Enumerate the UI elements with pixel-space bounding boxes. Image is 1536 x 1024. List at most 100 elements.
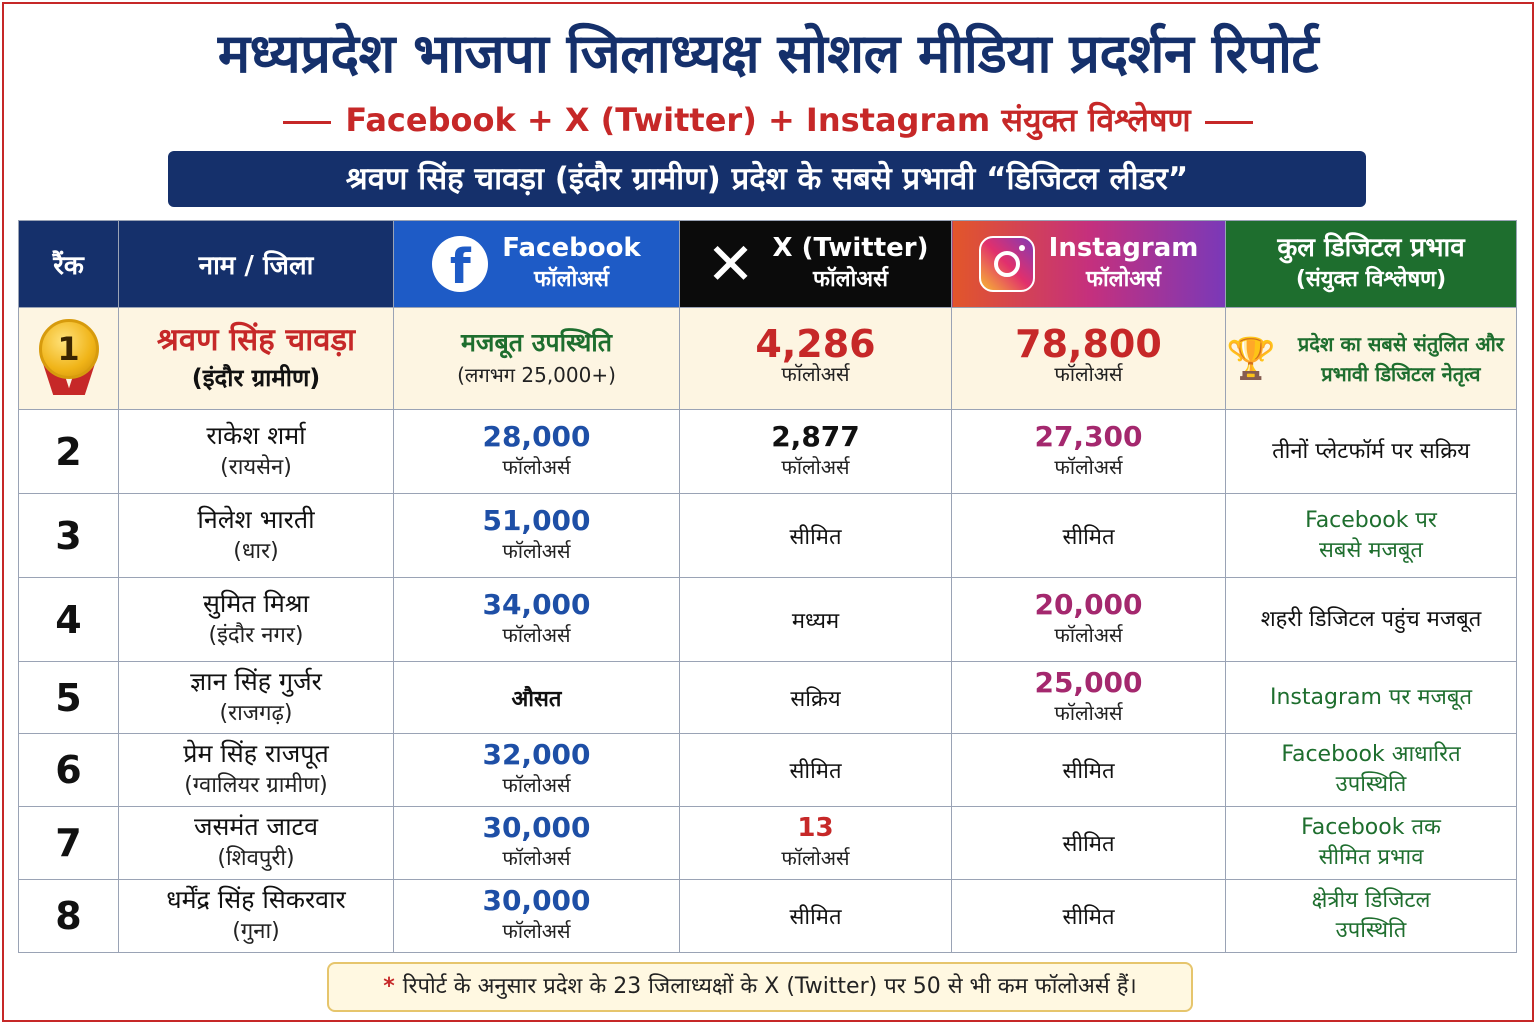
- instagram-value: 25,000: [1034, 665, 1143, 699]
- facebook-icon: f: [432, 236, 489, 295]
- facebook-cell: 30,000 फॉलोअर्स: [393, 879, 680, 953]
- facebook-unit: फॉलोअर्स: [502, 773, 571, 797]
- page-title: मध्यप्रदेश भाजपा जिलाध्यक्ष सोशल मीडिया …: [217, 22, 1319, 85]
- rank-cell: 4: [18, 577, 119, 662]
- impact-cell: Facebook आधारित उपस्थिति: [1225, 733, 1517, 807]
- leader-name: जसमंत जाटव: [193, 812, 319, 841]
- facebook-value: 30,000: [482, 884, 591, 917]
- leader-name: सुमित मिश्रा: [202, 588, 310, 618]
- facebook-value: 51,000: [482, 503, 591, 537]
- district-name: (इंदौर ग्रामीण): [191, 363, 321, 392]
- name-cell: धर्मेंद्र सिंह सिकरवार (गुना): [118, 879, 394, 953]
- rank-cell: 5: [18, 661, 119, 734]
- subtitle-text: Facebook + X (Twitter) + Instagram संयुक…: [345, 101, 1191, 139]
- instagram-cell: सीमित: [951, 733, 1226, 807]
- instagram-value: सीमित: [1062, 905, 1115, 930]
- x-cell: सीमित: [679, 493, 952, 578]
- impact-text: क्षेत्रीय डिजिटल उपस्थिति: [1311, 888, 1431, 943]
- impact-text: Facebook पर सबसे मजबूत: [1305, 507, 1437, 563]
- impact-cell: 🏆 प्रदेश का सबसे संतुलित और प्रभावी डिजिट…: [1225, 307, 1517, 410]
- impact-text: Instagram पर मजबूत: [1270, 684, 1472, 710]
- x-value: 13: [797, 813, 834, 843]
- instagram-value: 20,000: [1034, 587, 1143, 621]
- x-cell: सक्रिय: [679, 661, 952, 734]
- facebook-cell: 28,000 फॉलोअर्स: [393, 409, 680, 494]
- facebook-value: 28,000: [482, 419, 591, 453]
- leader-banner: श्रवण सिंह चावड़ा (इंदौर ग्रामीण) प्रदेश…: [168, 151, 1366, 207]
- leader-name: श्रवण सिंह चावड़ा: [156, 321, 356, 358]
- impact-cell: Instagram पर मजबूत: [1225, 661, 1517, 734]
- name-cell: श्रवण सिंह चावड़ा (इंदौर ग्रामीण): [118, 307, 394, 410]
- x-unit: फॉलोअर्स: [781, 454, 850, 479]
- facebook-cell: 30,000 फॉलोअर्स: [393, 806, 680, 880]
- col-facebook-header: f Facebook फॉलोअर्स: [393, 220, 680, 308]
- instagram-icon: [978, 236, 1035, 292]
- impact-cell: तीनों प्लेटफॉर्म पर सक्रिय: [1225, 409, 1517, 494]
- x-value: सक्रिय: [790, 686, 841, 712]
- instagram-unit: फॉलोअर्स: [1054, 622, 1123, 647]
- facebook-value: 30,000: [482, 811, 591, 844]
- instagram-value: सीमित: [1062, 524, 1115, 550]
- district-name: (राजगढ़): [219, 700, 293, 726]
- x-unit: फॉलोअर्स: [781, 846, 850, 870]
- district-name: (रायसेन): [220, 454, 292, 480]
- facebook-value: 34,000: [482, 587, 591, 621]
- col-rank-header: रैंक: [18, 220, 119, 308]
- table-row: 2 राकेश शर्मा (रायसेन) 28,000 फॉलोअर्स 2,8…: [18, 409, 1517, 494]
- col-x-header: ✕ X (Twitter) फॉलोअर्स: [679, 220, 952, 308]
- name-cell: ज्ञान सिंह गुर्जर (राजगढ़): [118, 661, 394, 734]
- facebook-unit: फॉलोअर्स: [502, 846, 571, 870]
- district-name: (इंदौर नगर): [208, 622, 304, 648]
- facebook-value: 32,000: [482, 738, 591, 771]
- rank-cell: 8: [18, 879, 119, 953]
- instagram-header-title: Instagram: [1048, 233, 1199, 263]
- table-header-row: रैंक नाम / जिला f Facebook फॉलोअर्स ✕ X (…: [18, 220, 1517, 308]
- table-row: 4 सुमित मिश्रा (इंदौर नगर) 34,000 फॉलोअर्स…: [18, 577, 1517, 662]
- table-row: 5 ज्ञान सिंह गुर्जर (राजगढ़) औसत सक्रिय 2…: [18, 661, 1517, 734]
- impact-text: Facebook आधारित उपस्थिति: [1281, 742, 1461, 797]
- gold-medal-icon: 1: [34, 318, 104, 399]
- asterisk-icon: *: [383, 974, 395, 999]
- district-name: (शिवपुरी): [217, 846, 295, 871]
- total-header-title: कुल डिजिटल प्रभाव: [1277, 233, 1465, 263]
- impact-cell: शहरी डिजिटल पहुंच मजबूत: [1225, 577, 1517, 662]
- facebook-cell: 34,000 फॉलोअर्स: [393, 577, 680, 662]
- instagram-cell: सीमित: [951, 879, 1226, 953]
- subtitle-dash-left: [283, 120, 332, 124]
- trophy-icon: 🏆: [1226, 336, 1276, 382]
- x-cell: सीमित: [679, 733, 952, 807]
- rank-cell: 7: [18, 806, 119, 880]
- x-value: सीमित: [789, 524, 842, 550]
- leader-name: प्रेम सिंह राजपूत: [183, 739, 329, 768]
- name-cell: जसमंत जाटव (शिवपुरी): [118, 806, 394, 880]
- leader-name: ज्ञान सिंह गुर्जर: [190, 666, 322, 696]
- facebook-unit: फॉलोअर्स: [502, 538, 571, 563]
- instagram-unit: फॉलोअर्स: [1054, 700, 1123, 725]
- facebook-header-title: Facebook: [502, 233, 641, 263]
- facebook-header-sub: फॉलोअर्स: [534, 267, 609, 292]
- instagram-value: 27,300: [1034, 419, 1143, 453]
- col-instagram-header: Instagram फॉलोअर्स: [951, 220, 1226, 308]
- table-row: 1 श्रवण सिंह चावड़ा (इंदौर ग्रामीण) मजबूत…: [18, 307, 1517, 410]
- x-cell: 4,286 फॉलोअर्स: [679, 307, 952, 410]
- rank-cell: 3: [18, 493, 119, 578]
- instagram-cell: सीमित: [951, 493, 1226, 578]
- impact-text: प्रदेश का सबसे संतुलित और प्रभावी डिजिटल…: [1297, 331, 1504, 386]
- instagram-value: सीमित: [1062, 759, 1115, 784]
- impact-cell: Facebook तक सीमित प्रभाव: [1225, 806, 1517, 880]
- district-name: (गुना): [232, 919, 280, 944]
- x-cell: मध्यम: [679, 577, 952, 662]
- name-cell: प्रेम सिंह राजपूत (ग्वालियर ग्रामीण): [118, 733, 394, 807]
- subtitle-dash-right: [1204, 120, 1253, 124]
- leader-name: निलेश भारती: [197, 504, 315, 534]
- instagram-cell: 25,000 फॉलोअर्स: [951, 661, 1226, 734]
- name-cell: सुमित मिश्रा (इंदौर नगर): [118, 577, 394, 662]
- page-subtitle: Facebook + X (Twitter) + Instagram संयुक…: [0, 98, 1536, 141]
- total-header-sub: (संयुक्त विश्लेषण): [1295, 267, 1447, 292]
- leader-name: धर्मेंद्र सिंह सिकरवार: [166, 885, 346, 914]
- x-header-title: X (Twitter): [772, 233, 929, 263]
- facebook-unit: फॉलोअर्स: [502, 622, 571, 647]
- impact-text: Facebook तक सीमित प्रभाव: [1301, 815, 1441, 870]
- x-cell: 13 फॉलोअर्स: [679, 806, 952, 880]
